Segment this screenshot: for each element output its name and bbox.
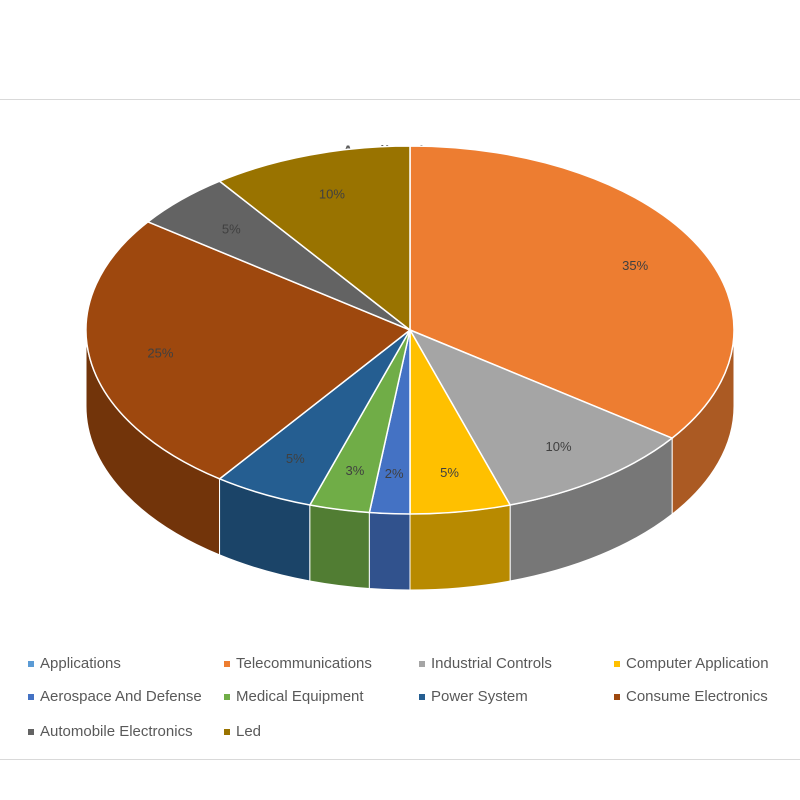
legend-label: Telecommunications (236, 655, 372, 672)
legend-label: Computer Application (626, 655, 769, 672)
legend-label: Power System (431, 688, 528, 705)
legend-label: Led (236, 723, 262, 740)
pie-side-5 (309, 504, 370, 590)
pie-slice-1 (409, 145, 735, 440)
chart-frame (0, 99, 800, 760)
legend-label: Consume Electronics (626, 688, 768, 705)
data-label-2: 10% (546, 439, 572, 454)
legend-item: Applications (28, 655, 121, 672)
legend-label: Industrial Controls (431, 655, 552, 672)
legend-item: Aerospace And Defense (28, 688, 202, 705)
legend-swatch (28, 693, 34, 700)
legend-label: Automobile Electronics (40, 723, 193, 740)
legend-swatch (224, 693, 230, 700)
data-label-5: 3% (345, 463, 364, 478)
data-label-6: 5% (286, 451, 305, 466)
legend-item: Medical Equipment (224, 688, 364, 705)
legend-swatch (614, 660, 620, 667)
legend-swatch (614, 693, 620, 700)
legend-item: Consume Electronics (614, 688, 768, 705)
chart-legend: Applications Telecommunications Industrial… (0, 648, 800, 748)
legend-swatch (419, 660, 425, 667)
pie-slice-7 (85, 220, 412, 480)
legend-label: Aerospace And Defense (40, 688, 202, 705)
legend-label: Medical Equipment (236, 688, 364, 705)
pie-slice-9 (218, 145, 411, 332)
data-label-8: 5% (222, 222, 241, 237)
data-label-9: 10% (319, 187, 345, 202)
data-label-7: 25% (147, 345, 173, 360)
data-label-4: 2% (385, 466, 404, 481)
legend-swatch (224, 728, 230, 735)
legend-swatch (224, 660, 230, 667)
data-label-1: 35% (622, 258, 648, 273)
legend-swatch (28, 660, 34, 667)
legend-item: Computer Application (614, 655, 769, 672)
pie-side-3 (409, 504, 511, 591)
legend-item: Telecommunications (224, 655, 372, 672)
legend-item: Automobile Electronics (28, 723, 193, 740)
legend-swatch (419, 693, 425, 700)
pie-side-4 (368, 512, 411, 591)
pie-slice-2 (408, 328, 674, 506)
legend-item: Led (224, 723, 261, 740)
legend-swatch (28, 728, 34, 735)
data-label-3: 5% (440, 465, 459, 480)
legend-item: Power System (419, 688, 528, 705)
legend-label: Applications (40, 655, 121, 672)
legend-item: Industrial Controls (419, 655, 552, 672)
